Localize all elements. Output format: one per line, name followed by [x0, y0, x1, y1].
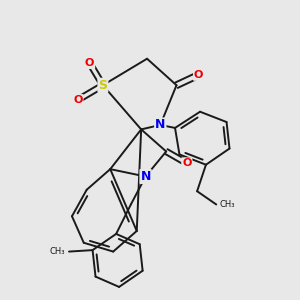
Text: O: O: [182, 158, 191, 168]
Text: N: N: [155, 118, 166, 131]
Text: O: O: [85, 58, 94, 68]
Text: S: S: [98, 79, 107, 92]
Text: N: N: [140, 170, 151, 183]
Text: O: O: [194, 70, 203, 80]
Text: CH₃: CH₃: [49, 247, 64, 256]
Text: CH₃: CH₃: [219, 200, 235, 209]
Text: O: O: [73, 95, 83, 105]
